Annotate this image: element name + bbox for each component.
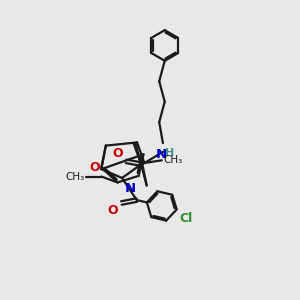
Text: Cl: Cl	[179, 212, 192, 225]
Text: N: N	[125, 182, 136, 194]
Text: CH₃: CH₃	[65, 172, 85, 182]
Text: N: N	[156, 148, 167, 161]
Text: O: O	[89, 160, 100, 174]
Text: H: H	[165, 148, 174, 158]
Text: O: O	[112, 147, 123, 160]
Text: CH₃: CH₃	[164, 155, 183, 165]
Text: O: O	[108, 205, 119, 218]
